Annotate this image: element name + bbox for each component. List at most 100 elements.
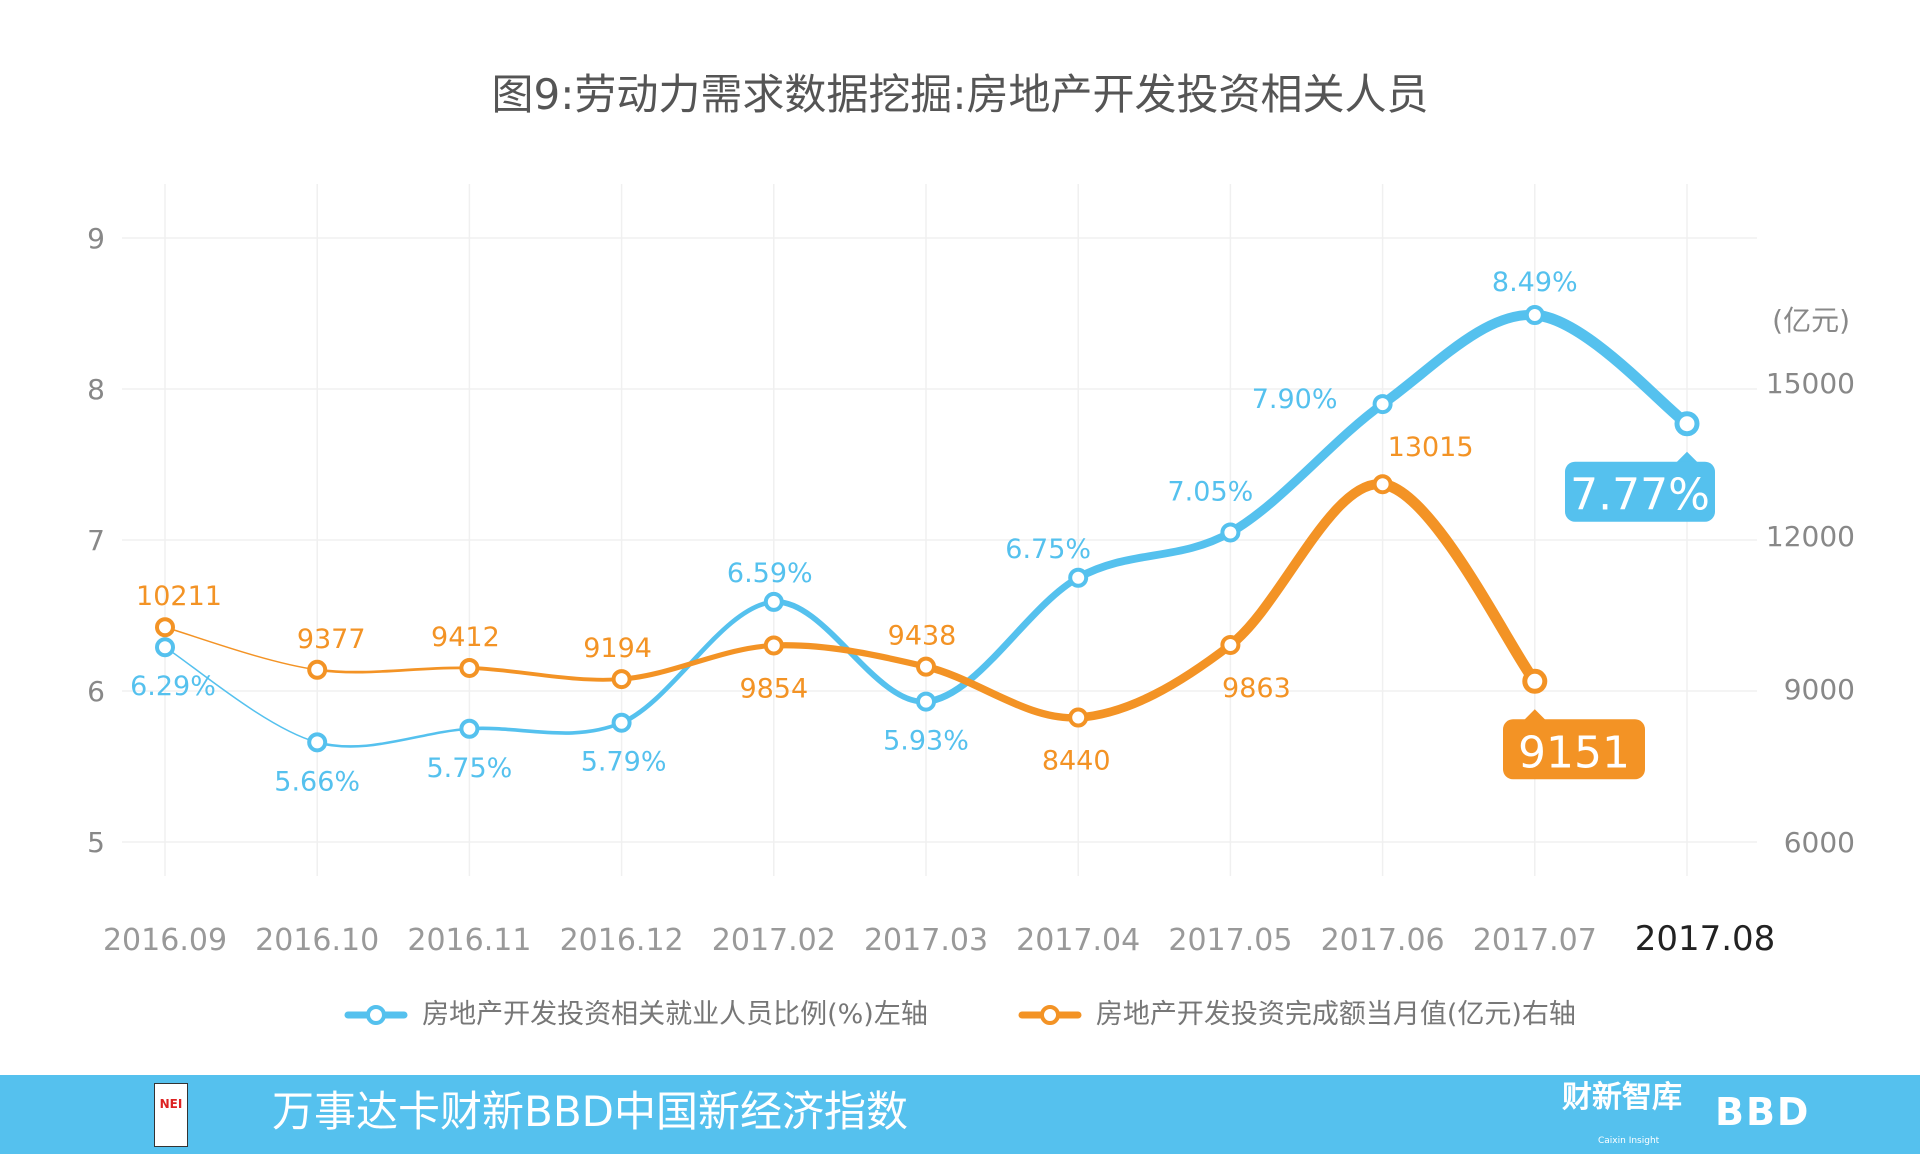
data-point <box>1068 567 1089 588</box>
last-value-callout: 7.77% <box>1565 451 1715 522</box>
data-point <box>1220 634 1241 655</box>
x-axis-tick: 2016.09 <box>103 923 227 958</box>
legend-marker-blue-icon <box>344 1004 408 1025</box>
callout-box <box>1503 719 1645 780</box>
data-point <box>611 669 632 690</box>
footer-title: 万事达卡财新BBD中国新经济指数 <box>272 1087 908 1136</box>
data-point <box>1068 707 1089 728</box>
data-label: 13015 <box>1388 432 1474 463</box>
x-axis-tick: 2017.07 <box>1473 923 1597 958</box>
left-axis-tick: 7 <box>87 524 105 557</box>
x-axis-tick: 2016.11 <box>407 923 531 958</box>
callout-pointer <box>1675 451 1699 464</box>
data-label: 6.29% <box>130 671 216 702</box>
data-label: 5.66% <box>274 766 360 797</box>
line-segment <box>619 642 777 682</box>
caixin-logo: 财新智库 <box>1562 1080 1682 1115</box>
data-point <box>155 617 175 638</box>
data-point <box>1372 394 1393 415</box>
x-axis-tick: 2017.02 <box>712 923 836 958</box>
line-segment <box>1225 479 1388 650</box>
data-point <box>1524 305 1545 326</box>
line-segment <box>164 646 318 744</box>
data-label: 9377 <box>297 624 366 655</box>
legend-marker-orange-icon <box>1018 1004 1082 1025</box>
data-label: 7.05% <box>1168 476 1254 507</box>
chart: 5 6 7 8 9 6000 9000 12000 15000 (亿元) 2016.09 2016.1… <box>87 184 1855 959</box>
left-axis-tick: 6 <box>87 675 105 708</box>
last-value-callout: 9151 <box>1503 709 1645 780</box>
data-point <box>307 732 328 753</box>
data-label: 8440 <box>1042 746 1111 777</box>
data-label: 5.79% <box>581 747 667 778</box>
data-point <box>155 637 175 658</box>
x-axis-tick: 2017.05 <box>1168 923 1292 958</box>
legend-item-employment[interactable]: 房地产开发投资相关就业人员比例(%)左轴 <box>344 1000 928 1030</box>
right-axis-tick: 12000 <box>1766 520 1855 553</box>
nei-logo-text: NEI <box>159 1097 183 1111</box>
data-point <box>459 718 480 739</box>
data-point <box>459 657 480 678</box>
data-label: 9194 <box>583 633 652 664</box>
data-point <box>763 635 784 656</box>
data-label: 5.75% <box>427 753 513 784</box>
data-point <box>763 591 784 612</box>
line-segment <box>1377 478 1541 687</box>
data-point <box>1220 522 1241 543</box>
line-segment <box>770 642 930 670</box>
data-point <box>1674 411 1700 437</box>
legend-item-investment[interactable]: 房地产开发投资完成额当月值(亿元)右轴 <box>1018 1000 1576 1030</box>
caixin-logo-sub: Caixin Insight <box>1598 1136 1660 1146</box>
chart-title: 图9:劳动力需求数据挖掘:房地产开发投资相关人员 <box>491 70 1429 119</box>
line-segment <box>1074 528 1235 582</box>
x-axis-tick: 2017.06 <box>1321 923 1445 958</box>
right-axis-tick: 9000 <box>1784 673 1855 706</box>
data-label: 9412 <box>431 622 500 653</box>
legend-label: 房地产开发投资相关就业人员比例(%)左轴 <box>422 999 928 1030</box>
data-point <box>307 659 328 680</box>
line-segment <box>1225 399 1388 537</box>
x-axis-tick: 2017.08 <box>1635 919 1776 959</box>
left-axis-tick: 8 <box>87 373 105 406</box>
nei-logo: NEI <box>154 1083 188 1147</box>
data-label: 9854 <box>739 673 808 704</box>
data-label: 9438 <box>888 621 957 652</box>
data-point <box>916 691 936 712</box>
data-point <box>611 712 632 733</box>
series-1 <box>155 474 1548 728</box>
right-axis-tick: 15000 <box>1766 367 1855 400</box>
data-label: 7.90% <box>1252 384 1338 415</box>
line-segment <box>922 662 1082 722</box>
line-segment <box>315 666 471 674</box>
data-label: 10211 <box>136 581 222 612</box>
left-axis-tick: 5 <box>87 826 105 859</box>
data-point <box>1522 668 1548 694</box>
x-axis-tick: 2016.12 <box>560 923 684 958</box>
line-segment <box>467 720 624 735</box>
data-label: 5.93% <box>883 726 969 757</box>
line-segment <box>1529 309 1693 430</box>
line-segment <box>467 666 624 682</box>
x-axis-tick: 2016.10 <box>255 923 379 958</box>
data-label: 8.49% <box>1492 267 1578 298</box>
line-segment <box>1377 310 1540 410</box>
footer-banner: NEI 万事达卡财新BBD中国新经济指数 财新智库 Caixin Insight… <box>0 1075 1920 1154</box>
legend: 房地产开发投资相关就业人员比例(%)左轴 房地产开发投资完成额当月值(亿元)右轴 <box>0 1000 1920 1030</box>
callout-box <box>1565 461 1715 522</box>
legend-label: 房地产开发投资完成额当月值(亿元)右轴 <box>1095 999 1576 1030</box>
right-axis-unit: (亿元) <box>1772 304 1850 337</box>
data-point <box>1372 474 1393 495</box>
data-label: 6.59% <box>727 558 813 589</box>
left-axis-tick: 9 <box>87 222 105 255</box>
line-segment <box>922 574 1082 705</box>
right-axis-tick: 6000 <box>1784 826 1855 859</box>
bbd-logo: BBD <box>1715 1090 1811 1134</box>
x-axis-tick: 2017.03 <box>864 923 988 958</box>
data-label: 9863 <box>1222 673 1291 704</box>
line-segment <box>619 599 777 726</box>
callout-value: 9151 <box>1518 727 1630 778</box>
data-point <box>916 656 936 677</box>
line-segment <box>164 626 318 671</box>
callout-pointer <box>1522 709 1547 722</box>
series-0 <box>155 305 1700 753</box>
